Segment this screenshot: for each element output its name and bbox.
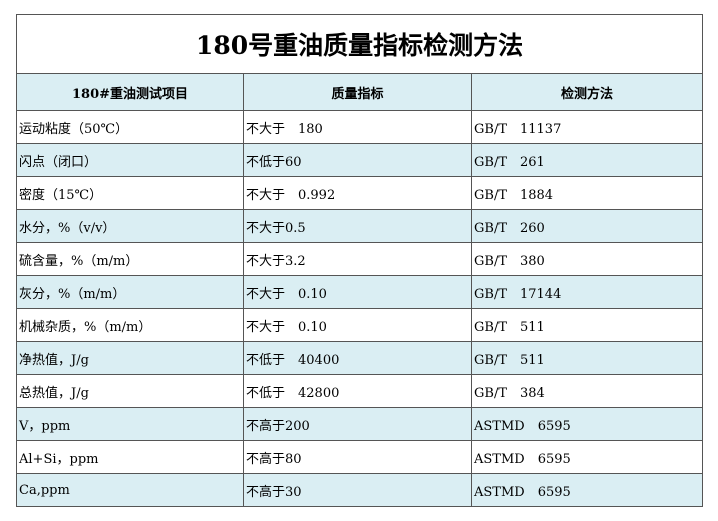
column-header: 检测方法 [470,73,704,111]
table-row: V，ppm 不高于200 ASTMD 6595 [16,407,704,441]
table-cell: 不高于80 [243,440,472,474]
table-cell: 不高于30 [243,473,472,507]
table-cell: ASTMD 6595 [470,440,704,474]
table-cell: V，ppm [16,407,244,441]
table-cell: GB/T 260 [470,209,704,243]
table-cell: 不大于0.5 [243,209,472,243]
table-cell: 总热值，J/g [16,374,244,408]
table-cell: GB/T 17144 [470,275,704,309]
table-cell: 机械杂质，%（m/m） [16,308,244,342]
table-cell: ASTMD 6595 [470,473,704,507]
table-row: 机械杂质，%（m/m） 不大于 0.10 GB/T 511 [16,308,704,342]
table-cell: 密度（15℃） [16,176,244,210]
table-cell: Al+Si，ppm [16,440,244,474]
table-cell: GB/T 1884 [470,176,704,210]
table-cell: Ca,ppm [16,473,244,507]
table-row: 灰分，%（m/m） 不大于 0.10 GB/T 17144 [16,275,704,309]
table-cell: 不低于 42800 [243,374,472,408]
table-cell: 闪点（闭口） [16,143,244,177]
table-cell: 净热值，J/g [16,341,244,375]
table-cell: GB/T 511 [470,308,704,342]
table-cell: 不大于 0.10 [243,308,472,342]
table-cell: GB/T 384 [470,374,704,408]
column-header: 180#重油测试项目 [16,73,244,111]
table-cell: 不大于 0.992 [243,176,472,210]
table-cell: 不低于60 [243,143,472,177]
table-cell: 灰分，%（m/m） [16,275,244,309]
table-row: 水分，%（v/v） 不大于0.5 GB/T 260 [16,209,704,243]
table-cell: 不大于 0.10 [243,275,472,309]
table-row: 密度（15℃） 不大于 0.992 GB/T 1884 [16,176,704,210]
table-title: 180号重油质量指标检测方法 [15,14,704,74]
table-cell: GB/T 11137 [470,110,704,144]
spec-table: 180号重油质量指标检测方法 180#重油测试项目 质量指标 检测方法 运动粘度（5… [15,14,704,507]
table-body: 运动粘度（50℃） 不大于 180 GB/T 11137 闪点（闭口） 不低于60 GB/… [16,110,704,507]
table-row: 运动粘度（50℃） 不大于 180 GB/T 11137 [16,110,704,144]
table-cell: 不高于200 [243,407,472,441]
table-cell: 不大于 180 [243,110,472,144]
table-row: 总热值，J/g 不低于 42800 GB/T 384 [16,374,704,408]
table-cell: GB/T 261 [470,143,704,177]
table-row: 净热值，J/g 不低于 40400 GB/T 511 [16,341,704,375]
table-cell: 不低于 40400 [243,341,472,375]
table-row: Al+Si，ppm 不高于80 ASTMD 6595 [16,440,704,474]
table-cell: 运动粘度（50℃） [16,110,244,144]
table-cell: 不大于3.2 [243,242,472,276]
table-row: 硫含量，%（m/m） 不大于3.2 GB/T 380 [16,242,704,276]
table-cell: GB/T 380 [470,242,704,276]
table-cell: 水分，%（v/v） [16,209,244,243]
table-cell: ASTMD 6595 [470,407,704,441]
table-row: 闪点（闭口） 不低于60 GB/T 261 [16,143,704,177]
table-cell: GB/T 511 [470,341,704,375]
column-header: 质量指标 [243,73,472,111]
table-row: Ca,ppm 不高于30 ASTMD 6595 [16,473,704,507]
table-cell: 硫含量，%（m/m） [16,242,244,276]
header-row: 180#重油测试项目 质量指标 检测方法 [16,73,704,111]
